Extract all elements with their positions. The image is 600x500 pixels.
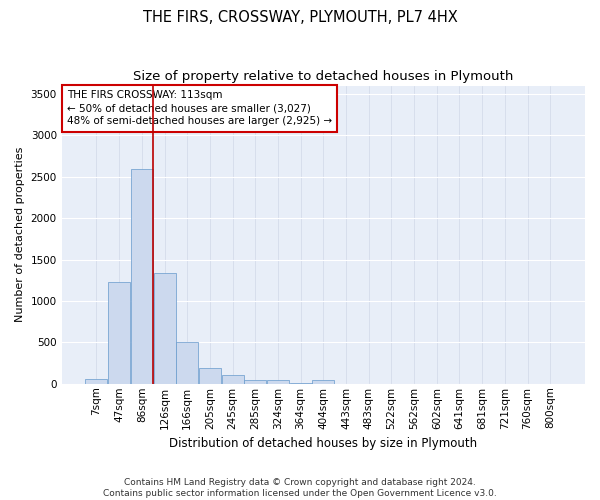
Text: Contains HM Land Registry data © Crown copyright and database right 2024.
Contai: Contains HM Land Registry data © Crown c…: [103, 478, 497, 498]
Bar: [199, 368, 221, 384]
Text: THE FIRS, CROSSWAY, PLYMOUTH, PL7 4HX: THE FIRS, CROSSWAY, PLYMOUTH, PL7 4HX: [143, 10, 457, 25]
Bar: [85, 379, 107, 384]
X-axis label: Distribution of detached houses by size in Plymouth: Distribution of detached houses by size …: [169, 437, 478, 450]
Bar: [267, 380, 289, 384]
Bar: [108, 282, 130, 384]
Bar: [221, 375, 244, 384]
Bar: [131, 169, 153, 384]
Bar: [154, 273, 176, 384]
Text: THE FIRS CROSSWAY: 113sqm
← 50% of detached houses are smaller (3,027)
48% of se: THE FIRS CROSSWAY: 113sqm ← 50% of detac…: [67, 90, 332, 126]
Title: Size of property relative to detached houses in Plymouth: Size of property relative to detached ho…: [133, 70, 514, 83]
Bar: [313, 380, 334, 384]
Bar: [244, 380, 266, 384]
Bar: [176, 342, 198, 384]
Y-axis label: Number of detached properties: Number of detached properties: [15, 147, 25, 322]
